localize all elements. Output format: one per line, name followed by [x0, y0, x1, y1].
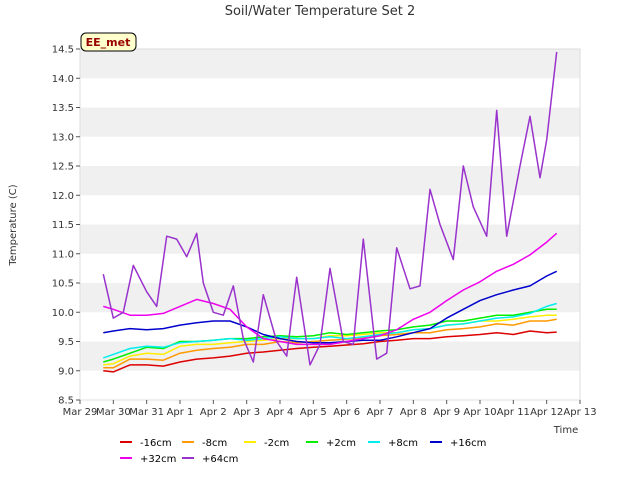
- series-line-+8cm: [103, 302, 557, 359]
- x-tick-label: Mar 31: [129, 407, 164, 418]
- y-tick-label: 11.0: [52, 249, 74, 260]
- y-tick-label: 12.5: [52, 162, 74, 173]
- legend-label: +2cm: [326, 438, 356, 449]
- y-tick-label: 8.5: [58, 396, 74, 407]
- series-line-+16cm: [103, 270, 558, 344]
- x-tick-label: Apr 6: [333, 407, 360, 418]
- grid-band: [80, 370, 580, 400]
- grid-band: [80, 224, 580, 254]
- annotation-box: EE_met: [80, 32, 137, 52]
- series-line-+64cm: [102, 51, 558, 366]
- series-line--2cm: [103, 314, 557, 366]
- grid-band: [80, 78, 580, 108]
- legend-label: +64cm: [202, 454, 238, 465]
- y-tick-label: 10.0: [52, 308, 74, 319]
- legend-label: -16cm: [140, 438, 172, 449]
- x-tick-label: Apr 8: [400, 407, 427, 418]
- y-tick-label: 9.5: [58, 337, 74, 348]
- grid-band: [80, 195, 580, 225]
- x-tick-label: Apr 3: [233, 407, 260, 418]
- legend-label: +32cm: [140, 454, 176, 465]
- x-tick-label: Apr 7: [367, 407, 394, 418]
- y-tick-label: 14.5: [52, 45, 74, 56]
- plot-lines: [102, 51, 558, 373]
- x-tick-label: Apr 10: [463, 407, 496, 418]
- annotation-label: EE_met: [86, 36, 131, 49]
- x-tick-label: Mar 30: [96, 407, 131, 418]
- grid-band: [80, 107, 580, 137]
- x-tick-label: Apr 2: [200, 407, 227, 418]
- legend-label: +16cm: [450, 438, 486, 449]
- y-tick-label: 12.0: [52, 191, 74, 202]
- grid-band: [80, 166, 580, 196]
- legend: -16cm -8cm -2cm +2cm +8cm +16cm +32cm +64cm: [120, 438, 486, 465]
- y-axis-label: Temperature (C): [8, 184, 19, 266]
- y-axis: 8.5 9.0 9.5 10.0 10.5 11.0 11.5 12.0 12.5 13.0 13.…: [52, 45, 80, 407]
- y-tick-label: 13.0: [52, 132, 74, 143]
- y-tick-label: 11.5: [52, 220, 74, 231]
- x-tick-label: Apr 4: [267, 407, 294, 418]
- x-tick-label: Apr 9: [433, 407, 460, 418]
- grid-band: [80, 49, 580, 79]
- legend-label: -2cm: [264, 438, 289, 449]
- y-tick-label: 9.0: [58, 366, 74, 377]
- x-tick-label: Apr 11: [497, 407, 530, 418]
- series-line--16cm: [103, 330, 557, 373]
- x-axis-label: Time: [553, 425, 578, 436]
- x-tick-label: Apr 1: [167, 407, 194, 418]
- x-tick-label: Apr 5: [300, 407, 327, 418]
- chart-title: Soil/Water Temperature Set 2: [225, 4, 416, 19]
- legend-label: +8cm: [388, 438, 418, 449]
- y-tick-label: 13.5: [52, 103, 74, 114]
- y-tick-label: 14.0: [52, 74, 74, 85]
- x-tick-label: Apr 13: [563, 407, 596, 418]
- y-tick-label: 10.5: [52, 279, 74, 290]
- grid-band: [80, 136, 580, 166]
- series-line-+32cm: [103, 232, 558, 346]
- x-tick-label: Mar 29: [63, 407, 98, 418]
- x-tick-label: Apr 12: [530, 407, 563, 418]
- legend-label: -8cm: [202, 438, 227, 449]
- grid-band: [80, 283, 580, 313]
- series-line--8cm: [103, 318, 557, 369]
